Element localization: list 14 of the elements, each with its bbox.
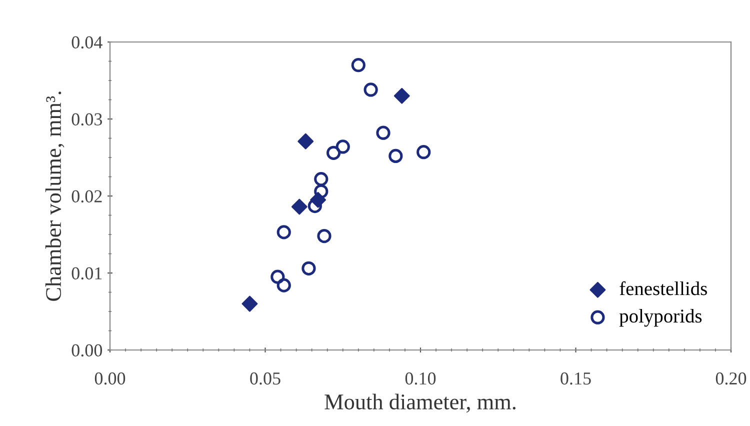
y-axis-title: Chamber volume, mm³. [45,92,64,301]
x-axis-title: Mouth diameter, mm. [324,394,516,413]
x-tick-label: 0.20 [716,372,746,385]
y-tick-label: 0.00 [72,344,102,357]
legend-label: fenestellids [620,281,707,296]
x-tick-label: 0.15 [560,372,591,385]
y-tick-label: 0.01 [72,267,102,280]
y-tick-label: 0.03 [72,113,102,126]
y-tick-label: 0.04 [72,36,102,49]
x-tick-label: 0.10 [405,372,436,385]
x-tick-label: 0.00 [94,372,126,385]
x-tick-label: 0.05 [250,372,280,385]
legend-label: polyporids [619,308,702,327]
y-tick-label: 0.02 [72,190,102,203]
